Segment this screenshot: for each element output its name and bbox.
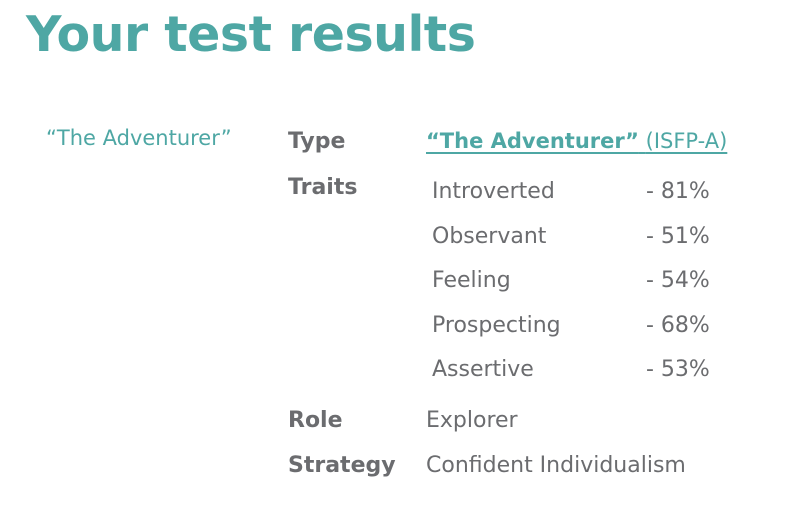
trait-name: Assertive	[432, 357, 534, 382]
trait-row: Observant - 51%	[432, 224, 732, 254]
trait-row: Introverted - 81%	[432, 179, 732, 209]
trait-row: Assertive - 53%	[432, 357, 732, 387]
trait-name: Prospecting	[432, 313, 561, 338]
trait-name: Feeling	[432, 268, 511, 293]
trait-row: Prospecting - 68%	[432, 313, 732, 343]
traits-label: Traits	[288, 175, 358, 200]
strategy-label: Strategy	[288, 453, 396, 478]
trait-percent: - 51%	[646, 224, 710, 249]
strategy-value: Confident Individualism	[426, 453, 686, 478]
type-link-name: “The Adventurer”	[426, 129, 639, 153]
trait-percent: - 81%	[646, 179, 710, 204]
role-value: Explorer	[426, 408, 518, 433]
role-label: Role	[288, 408, 343, 433]
trait-percent: - 53%	[646, 357, 710, 382]
trait-row: Feeling - 54%	[432, 268, 732, 298]
trait-name: Introverted	[432, 179, 555, 204]
type-name: “The Adventurer”	[46, 126, 232, 150]
trait-percent: - 68%	[646, 313, 710, 338]
type-label: Type	[288, 129, 346, 154]
page-title: Your test results	[26, 6, 476, 63]
trait-percent: - 54%	[646, 268, 710, 293]
type-link[interactable]: “The Adventurer” (ISFP-A)	[426, 129, 727, 153]
type-link-code: (ISFP-A)	[645, 129, 728, 153]
trait-name: Observant	[432, 224, 547, 249]
